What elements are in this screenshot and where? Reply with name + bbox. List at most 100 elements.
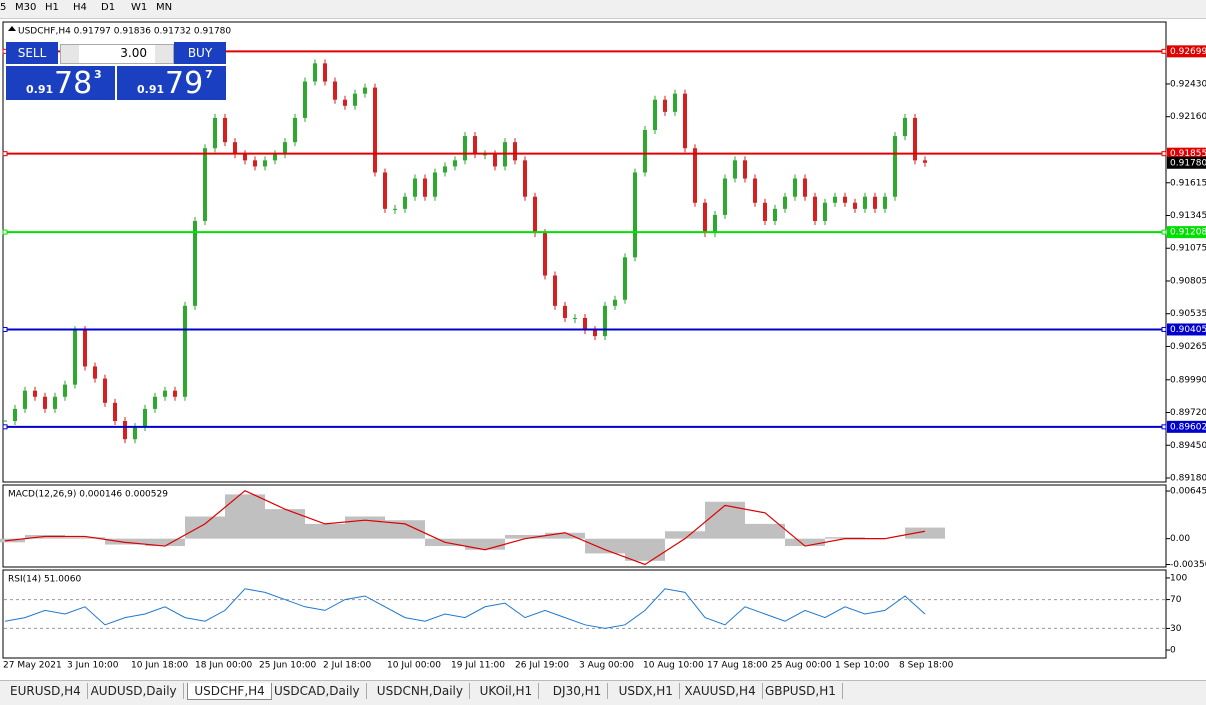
candle — [823, 202, 827, 221]
macd-bar — [825, 537, 865, 539]
x-tick-label: 19 Jul 11:00 — [451, 661, 505, 671]
ask-prefix: 0.91 — [137, 83, 165, 96]
panel-title: RSI(14) 51.0060 — [8, 575, 81, 585]
level-label: 0.90405 — [1170, 325, 1206, 335]
candle — [523, 160, 527, 197]
level-handle — [2, 151, 8, 157]
level-label-bg — [1167, 420, 1206, 433]
y-tick-label: -0.00350 — [1170, 560, 1206, 570]
macd-bar — [225, 494, 265, 539]
timeframe-button[interactable]: MN — [156, 2, 173, 13]
candle — [83, 330, 87, 367]
timeframe-button[interactable]: H1 — [45, 2, 59, 13]
candle — [133, 427, 137, 440]
tab[interactable]: EURUSD,H4 — [4, 683, 88, 699]
candle — [923, 160, 927, 163]
timeframe-button[interactable]: 5 — [0, 2, 7, 13]
x-tick-label: 18 Jun 00:00 — [195, 661, 252, 671]
timeframe-button[interactable]: W1 — [131, 2, 148, 13]
candle — [23, 390, 27, 409]
x-tick-label: 10 Jun 18:00 — [131, 661, 188, 671]
chart: USDCHF,H4 0.91797 0.91836 0.91732 0.9178… — [0, 21, 1206, 671]
tab[interactable]: XAUUSD,H4 — [678, 683, 763, 699]
lot-increase[interactable] — [155, 45, 173, 63]
level-label-bg — [1167, 226, 1206, 239]
candle — [853, 202, 857, 209]
candle — [163, 390, 167, 397]
x-tick-label: 8 Sep 18:00 — [899, 661, 954, 671]
candle — [43, 396, 47, 409]
macd-bar — [65, 537, 105, 539]
y-tick-label: 0.92160 — [1170, 112, 1206, 122]
lot-decrease[interactable] — [61, 45, 79, 63]
candle — [403, 196, 407, 209]
candle — [673, 93, 677, 112]
bid-big: 78 — [54, 66, 93, 101]
buy-button[interactable]: BUY — [174, 42, 226, 64]
candle — [773, 208, 777, 221]
toolbar: 5 M30 H1 H4 D1 W1 MN — [0, 0, 1206, 19]
candle — [633, 172, 637, 258]
y-tick-label: 0.91345 — [1170, 211, 1206, 221]
candle — [483, 154, 487, 156]
candle — [363, 87, 367, 94]
candle — [433, 172, 437, 197]
macd-bar — [545, 532, 585, 539]
tab[interactable]: DJ30,H1 — [547, 683, 609, 699]
candle — [243, 154, 247, 161]
candle — [573, 317, 577, 319]
y-tick-label: 0.006451 — [1170, 487, 1206, 497]
bid-small: 3 — [94, 68, 102, 81]
candle — [173, 390, 177, 397]
candle — [13, 408, 17, 422]
level-handle — [1161, 48, 1167, 54]
tab[interactable]: USDCNH,Daily — [371, 683, 470, 699]
candle — [753, 178, 757, 203]
tab[interactable]: USDX,H1 — [613, 683, 680, 699]
candle — [323, 63, 327, 82]
candle — [813, 196, 817, 221]
candle — [453, 160, 457, 167]
sell-button[interactable]: SELL — [6, 42, 58, 64]
candle — [373, 87, 377, 173]
y-tick-label: 0.91075 — [1170, 244, 1206, 254]
macd-bar — [385, 520, 425, 539]
candle — [533, 196, 537, 234]
macd-bar — [465, 538, 505, 550]
ask-price[interactable]: 0.91 79 7 — [117, 66, 226, 101]
level-label: 0.92699 — [1170, 47, 1206, 57]
candle — [803, 178, 807, 197]
bid-prefix: 0.91 — [26, 83, 54, 96]
timeframe-button[interactable]: D1 — [101, 2, 116, 13]
macd-bar — [745, 523, 785, 539]
candle — [893, 136, 897, 197]
candle — [833, 196, 837, 203]
bid-label-bg — [1167, 156, 1206, 169]
candle — [733, 160, 737, 179]
timeframe-button[interactable]: M30 — [15, 2, 37, 13]
tab[interactable]: USDCAD,Daily — [268, 683, 367, 699]
lot-value[interactable]: 3.00 — [120, 46, 147, 60]
macd-bar — [145, 538, 185, 547]
ask-small: 7 — [205, 68, 213, 81]
bid-price[interactable]: 0.91 78 3 — [6, 66, 115, 101]
level-handle — [2, 326, 8, 332]
candle — [473, 136, 477, 155]
candle — [223, 117, 227, 143]
candle — [183, 305, 187, 397]
macd-bar — [505, 534, 545, 539]
ask-big: 79 — [165, 66, 204, 101]
x-tick-label: 10 Jul 00:00 — [387, 661, 441, 671]
candle — [863, 196, 867, 209]
level-handle — [1161, 229, 1167, 235]
panel-title: MACD(12,26,9) 0.000146 0.000529 — [8, 490, 168, 500]
timeframe-button[interactable]: H4 — [73, 2, 87, 13]
tab[interactable]: AUDUSD,Daily — [85, 683, 184, 699]
tab[interactable]: GBPUSD,H1 — [759, 683, 843, 699]
candle — [643, 130, 647, 173]
x-tick-label: 25 Jun 10:00 — [259, 661, 316, 671]
tab[interactable]: USDCHF,H4 — [187, 683, 272, 700]
lot-box[interactable]: 3.00 — [60, 44, 174, 64]
y-tick-label: 0.00 — [1170, 534, 1190, 544]
tab[interactable]: UKOil,H1 — [474, 683, 540, 699]
